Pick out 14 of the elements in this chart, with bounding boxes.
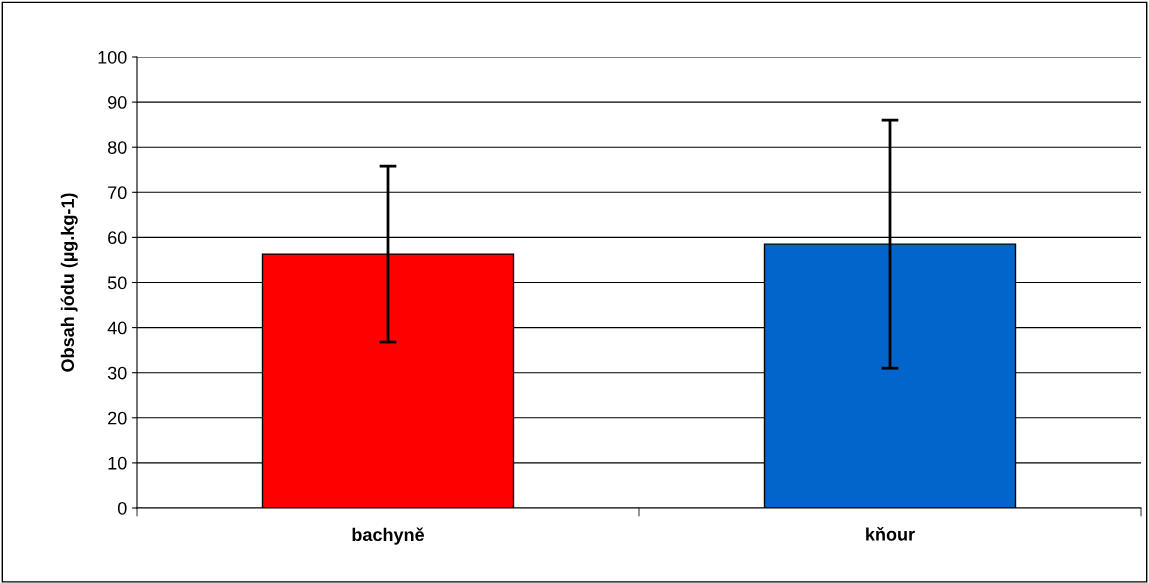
- y-tick-label: 30: [107, 366, 127, 380]
- y-tick-label: 100: [98, 50, 127, 64]
- y-tick-label: 0: [117, 501, 127, 515]
- y-tick-label: 20: [108, 411, 127, 425]
- x-tick-label: bachyně: [352, 527, 425, 545]
- y-tick-label: 50: [107, 276, 127, 290]
- y-tick-label: 80: [107, 141, 127, 154]
- y-tick-label: 10: [108, 456, 127, 470]
- y-tick-label: 40: [107, 321, 127, 335]
- y-tick-label: 70: [108, 186, 127, 200]
- x-tick-label: kňour: [866, 527, 915, 541]
- y-tick-label: 60: [108, 231, 127, 245]
- y-axis-title: Obsah jódu (µg.kg-1): [60, 193, 78, 372]
- y-tick-label: 90: [108, 96, 127, 109]
